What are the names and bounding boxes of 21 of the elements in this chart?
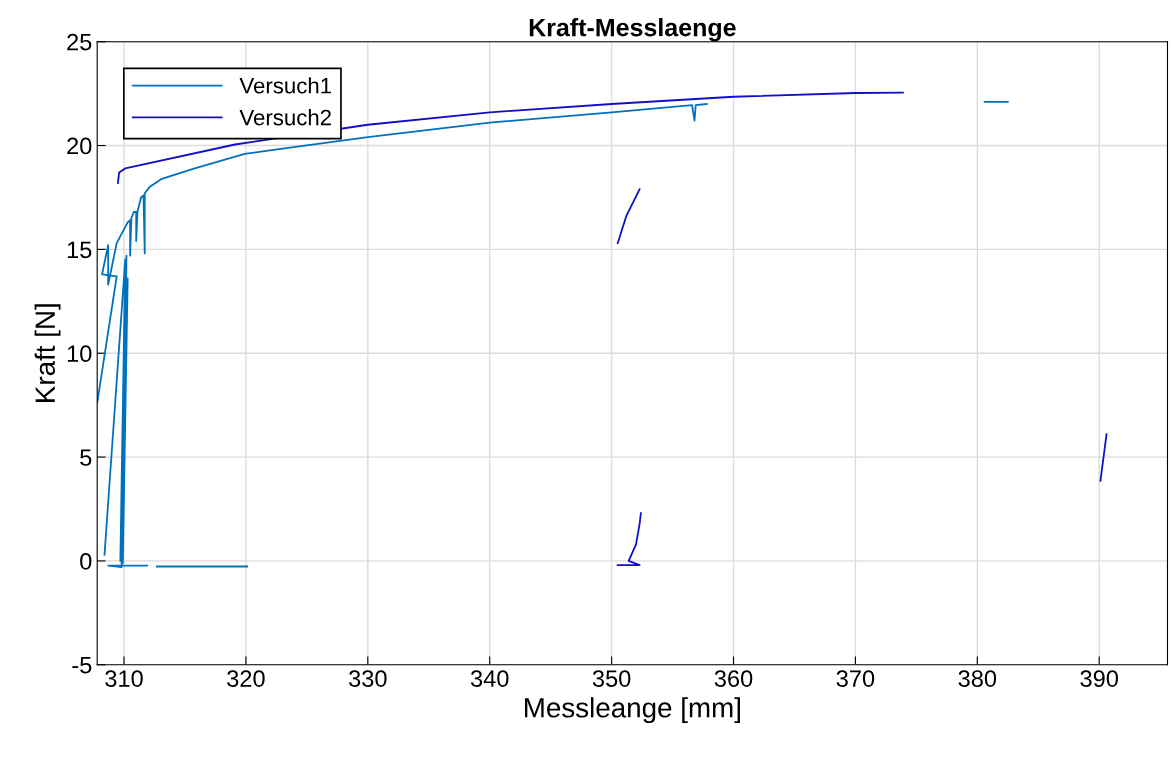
y-tick-label: -5 [72,657,92,674]
x-tick-label: 340 [470,670,509,687]
y-axis-title: Kraft [N] [34,304,61,402]
legend-label: Versuch2 [239,109,331,126]
chart-title: Kraft-Messlaenge [529,18,736,42]
x-tick-label: 390 [1080,670,1118,687]
x-tick-label: 350 [592,670,631,687]
y-tick-label: 0 [80,552,92,570]
x-tick-label: 320 [227,670,265,687]
y-tick-label: 15 [67,241,92,259]
y-tick-label: 25 [67,33,92,51]
x-tick-label: 380 [958,670,997,687]
y-tick-label: 5 [80,449,92,466]
x-tick-label: 330 [349,670,387,687]
x-tick-label: 310 [105,670,143,687]
x-tick-label: 360 [714,670,753,687]
y-tick-label: 10 [67,345,92,363]
legend-label: Versuch1 [239,77,331,94]
y-tick-label: 20 [67,137,92,155]
x-axis-title: Messleange [mm] [525,697,740,724]
x-tick-label: 370 [836,670,875,687]
